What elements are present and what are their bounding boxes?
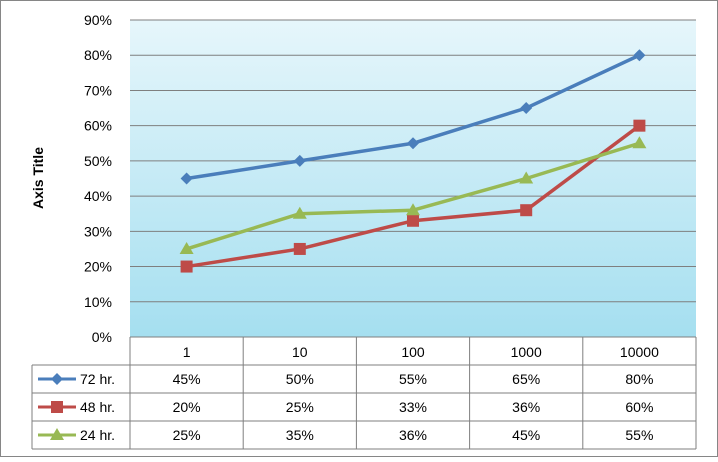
legend-label: 72 hr. [80,371,115,387]
data-point [520,204,533,217]
table-cell-value: 55% [399,371,427,387]
series-0 [180,49,646,185]
legend-key [38,373,76,385]
y-tick-label: 0% [92,329,112,345]
data-point [520,102,533,115]
legend-label: 24 hr. [80,427,115,443]
table-cell-value: 80% [625,371,653,387]
series-1 [180,119,646,273]
x-category-label: 1000 [511,344,542,360]
data-point [632,136,647,149]
data-point [293,242,306,255]
table-cell-value: 45% [512,427,540,443]
data-point [406,203,420,216]
legend-key-marker [51,401,63,413]
data-point [633,119,646,132]
table-cell-value: 20% [173,399,201,415]
table-cell-value: 55% [625,427,653,443]
table-cell-value: 60% [625,399,653,415]
table-cell-value: 25% [173,427,201,443]
x-category-label: 1 [183,344,191,360]
y-tick-label: 80% [84,47,112,63]
data-point [633,49,646,62]
y-tick-label: 20% [84,259,112,275]
legend-label: 48 hr. [80,399,115,415]
data-point [292,206,307,219]
data-point [293,154,306,167]
table-cell-value: 65% [512,371,540,387]
table-cell-value: 25% [286,399,314,415]
data-point [407,137,419,150]
y-tick-label: 50% [84,153,112,169]
table-cell-value: 50% [286,371,314,387]
data-point [180,172,193,185]
y-tick-label: 70% [84,82,112,98]
legend-key-marker [51,373,63,385]
x-category-label: 10 [292,344,308,360]
legend-key [38,428,76,440]
table-cell-value: 36% [512,399,540,415]
data-point [179,241,194,254]
y-tick-label: 10% [84,294,112,310]
table-cell-value: 35% [286,427,314,443]
table-cell-value: 45% [173,371,201,387]
x-category-label: 10000 [620,344,659,360]
y-tick-label: 40% [84,188,112,204]
data-point [519,171,534,184]
y-tick-label: 90% [84,12,112,28]
legend-key-marker [50,428,64,440]
y-tick-label: 30% [84,223,112,239]
x-category-label: 100 [401,344,425,360]
table-cell-value: 36% [399,427,427,443]
table-cell-value: 33% [399,399,427,415]
series-2 [179,136,647,254]
data-point [180,260,193,273]
y-axis-title: Axis Title [30,147,46,209]
legend-key [38,401,76,413]
y-tick-label: 60% [84,118,112,134]
data-point [407,214,419,227]
